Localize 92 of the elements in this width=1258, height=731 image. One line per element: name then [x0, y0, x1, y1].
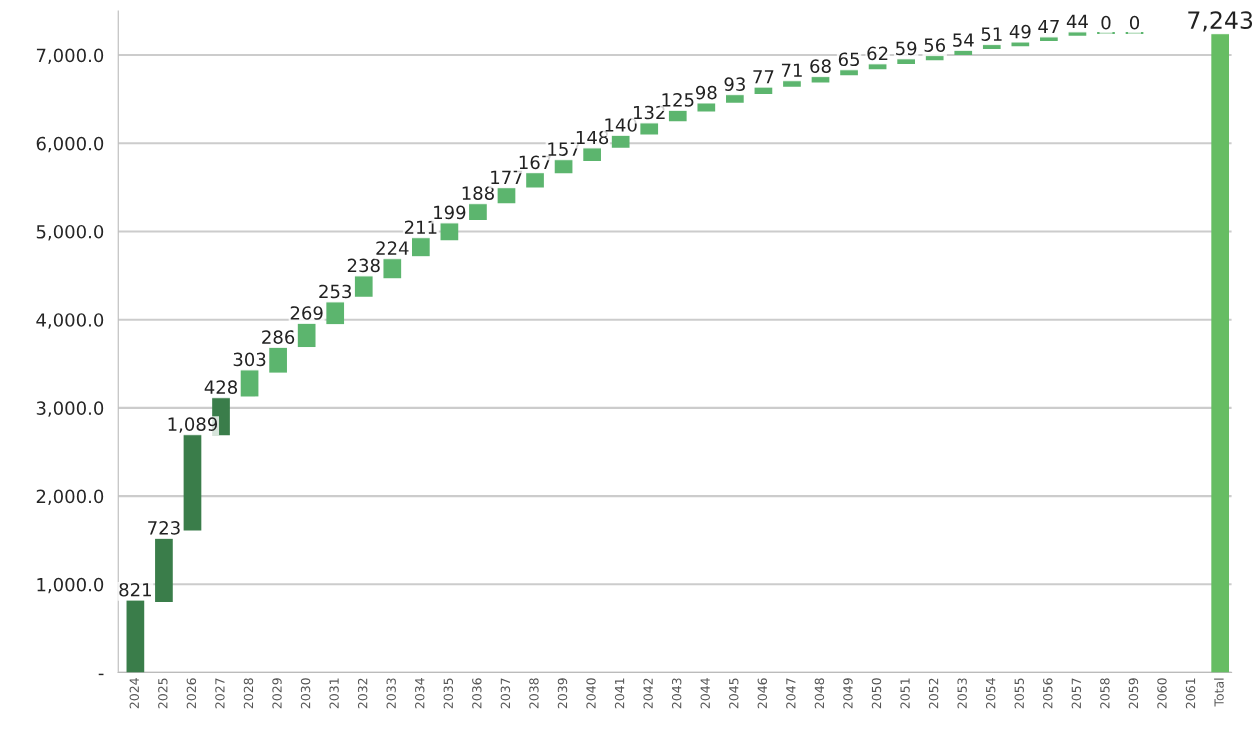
x-tick-label: 2048: [814, 678, 825, 709]
x-tick-label: 2044: [700, 678, 710, 709]
bar: [326, 301, 345, 325]
x-tick-label: 2050: [871, 678, 882, 709]
data-label: 224: [376, 241, 409, 255]
data-label: 54: [953, 33, 974, 47]
x-tick-label: 2057: [1071, 678, 1082, 709]
x-tick-label: 2049: [843, 678, 853, 709]
data-label: 157: [548, 142, 580, 156]
data-label: 140: [605, 118, 637, 132]
data-label: 98: [695, 85, 717, 100]
data-label: 148: [576, 130, 609, 145]
y-tick-label: 2,000.0: [36, 489, 104, 506]
bar: [354, 275, 373, 297]
data-label: 65: [838, 52, 859, 67]
data-label: 71: [781, 63, 802, 77]
data-label: 47: [1038, 19, 1059, 34]
data-label: 62: [867, 46, 888, 61]
data-label: 0: [1129, 15, 1140, 30]
data-label: 269: [290, 306, 323, 320]
x-tick-label: 2059: [1128, 678, 1139, 709]
y-tick-label: 3,000.0: [36, 401, 104, 417]
x-tick-label: 2041: [614, 678, 625, 709]
x-tick-label: 2024: [129, 678, 140, 709]
data-label: 125: [662, 93, 694, 107]
y-tick-label: 7,000.0: [36, 48, 104, 65]
data-label: 177: [491, 170, 523, 184]
data-label: 93: [724, 77, 745, 91]
data-label: 286: [262, 330, 295, 344]
bar: [269, 347, 287, 373]
data-label: 188: [462, 186, 494, 200]
x-tick-label: 2052: [928, 678, 939, 709]
data-label: 77: [753, 70, 774, 84]
data-label: 7,243: [1188, 11, 1253, 32]
x-tick-label: 2029: [272, 678, 282, 709]
x-tick-label: 2058: [1100, 678, 1110, 709]
bar: [240, 369, 259, 397]
x-tick-label: 2028: [243, 678, 254, 709]
data-label: 238: [347, 258, 380, 273]
data-label: 56: [924, 38, 946, 52]
bar: [155, 538, 173, 602]
x-tick-label: 2037: [500, 678, 511, 709]
data-label: 253: [319, 284, 351, 299]
data-label: 132: [633, 105, 665, 120]
x-tick-label: 2038: [529, 678, 539, 709]
data-label: 428: [204, 380, 238, 394]
x-tick-label: 2047: [786, 678, 796, 709]
data-label: 0: [1101, 15, 1111, 30]
x-tick-label: 2032: [357, 678, 368, 709]
data-label: 68: [810, 59, 831, 73]
data-label: 303: [233, 352, 266, 367]
data-label: 199: [434, 205, 466, 220]
data-label: 167: [519, 155, 551, 170]
data-label: 59: [896, 41, 917, 56]
x-tick-label: 2054: [985, 678, 996, 709]
data-label: 723: [148, 521, 180, 535]
x-tick-label: 2040: [586, 678, 596, 709]
x-tick-label: 2025: [158, 678, 168, 709]
x-tick-label: 2026: [186, 678, 197, 709]
bar: [783, 80, 801, 87]
x-tick-label: 2033: [386, 678, 396, 709]
x-tick-label: 2031: [329, 678, 339, 709]
data-label: 51: [981, 27, 1002, 41]
x-tick-label: Total: [1214, 678, 1224, 707]
x-tick-label: 2035: [443, 678, 454, 709]
y-tick-label: 6,000.0: [36, 136, 104, 153]
x-tick-label: 2056: [1043, 678, 1053, 709]
x-tick-label: 2046: [757, 678, 768, 709]
x-tick-label: 2060: [1157, 678, 1167, 709]
data-label: 821: [119, 582, 151, 597]
x-tick-label: 2030: [300, 678, 311, 709]
x-tick-label: 2061: [1185, 678, 1196, 709]
x-tick-label: 2043: [671, 678, 682, 709]
x-tick-label: 2034: [415, 678, 425, 709]
x-tick-label: 2039: [557, 678, 568, 709]
x-tick-label: 2036: [472, 678, 482, 709]
data-label: 211: [404, 220, 437, 234]
x-tick-label: 2027: [215, 678, 225, 709]
data-label: 49: [1009, 24, 1031, 39]
data-label: 1,089: [168, 417, 218, 433]
bar: [469, 203, 487, 221]
bar: [1211, 33, 1230, 673]
x-tick-label: 2053: [957, 678, 967, 709]
x-tick-label: 2055: [1014, 678, 1024, 709]
x-tick-label: 2042: [643, 678, 653, 709]
x-tick-label: 2045: [729, 678, 739, 709]
x-tick-label: 2051: [900, 678, 910, 709]
y-tick-label: -: [98, 673, 104, 676]
y-tick-label: 4,000.0: [36, 313, 104, 329]
y-tick-label: 1,000.0: [37, 577, 104, 594]
data-label: 44: [1066, 14, 1088, 29]
y-tick-label: 5,000.0: [36, 224, 104, 241]
